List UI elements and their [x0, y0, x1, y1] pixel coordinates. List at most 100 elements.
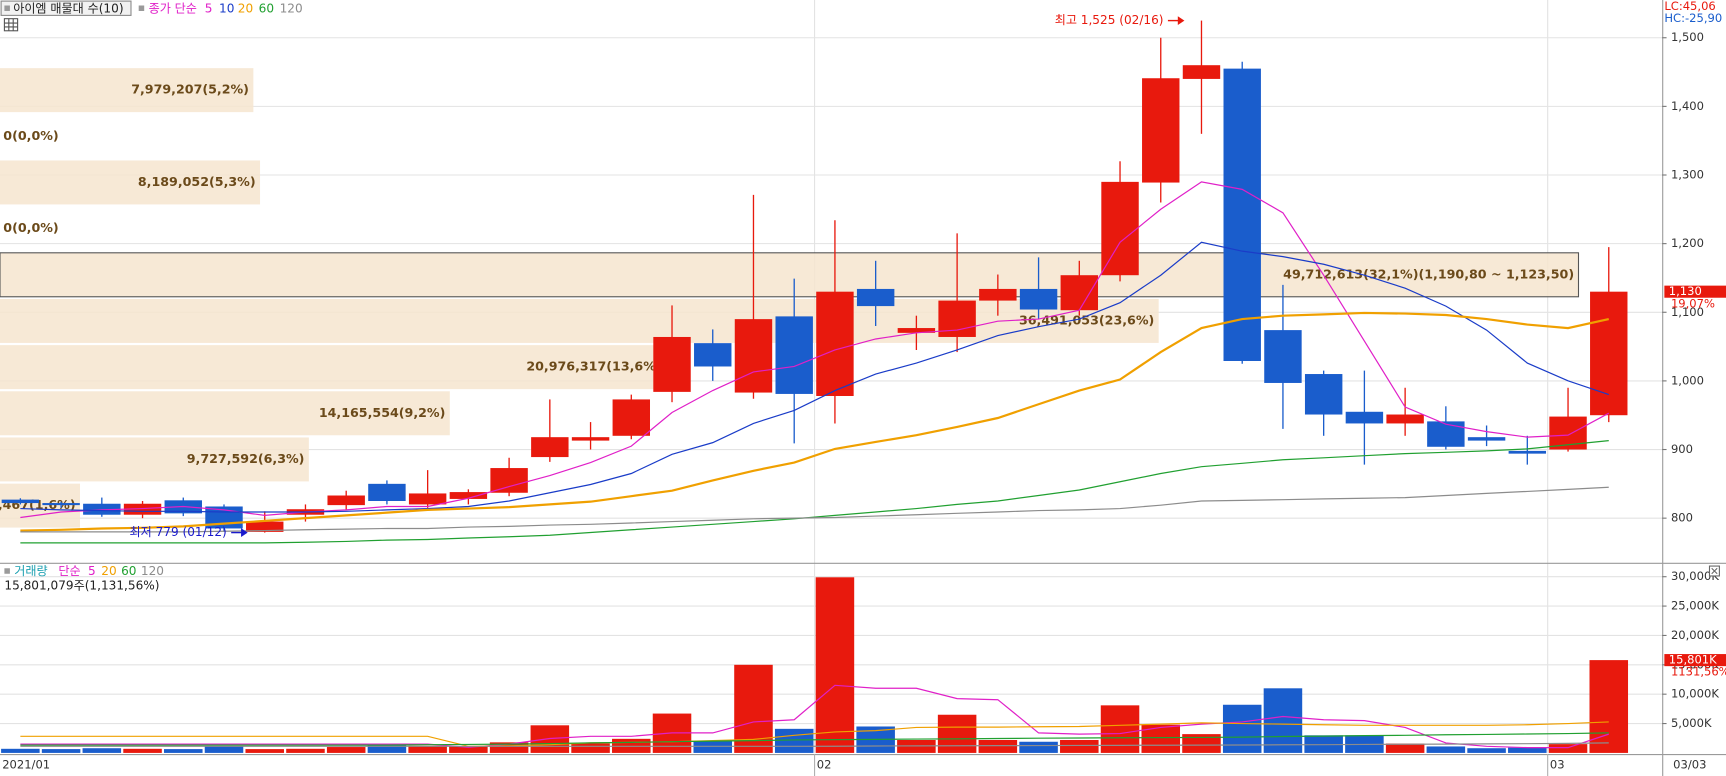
y-tick-label: 20,000K	[1671, 628, 1719, 642]
volume-bar	[286, 748, 325, 753]
ma-legend-label: 단순	[58, 564, 80, 578]
annotation-arrowhead	[1177, 16, 1185, 25]
legend-entry: 5	[205, 1, 213, 15]
candle-body	[897, 328, 936, 333]
grid-icon[interactable]	[3, 18, 19, 32]
candle-body	[123, 503, 162, 515]
annotation-arrowhead	[241, 528, 248, 537]
candle-body	[1467, 437, 1506, 441]
x-tick-label: 03	[1550, 758, 1565, 772]
ma-line	[20, 732, 1609, 746]
candle-body	[1101, 181, 1139, 276]
candle-body	[368, 483, 406, 501]
last-change-label: 19,07%	[1671, 296, 1715, 310]
y-tick-label: 900	[1671, 442, 1693, 456]
candle-body	[1427, 421, 1465, 447]
candle-body	[1386, 414, 1424, 424]
volume-profile-band	[0, 391, 450, 436]
volume-bar	[1508, 747, 1547, 753]
volume-profile-band	[0, 68, 254, 113]
y-tick-label: 25,000K	[1671, 599, 1719, 613]
candle-body	[856, 288, 895, 307]
last-value-tag	[1664, 285, 1726, 298]
candle-body	[531, 437, 569, 458]
volume-title: 거래량	[14, 564, 47, 578]
volume-profile-label: 36,491,053(23,6%)	[1019, 312, 1154, 327]
marks-layer	[1, 20, 1629, 753]
icon	[4, 5, 10, 11]
annotation: 최저 779 (01/12)	[129, 525, 226, 539]
ma-line	[20, 181, 1610, 519]
volume-profile-band	[0, 437, 309, 482]
volume-bar	[1060, 739, 1099, 753]
x-tick-label: 2021/01	[2, 758, 50, 772]
candle-body	[653, 336, 691, 392]
volume-bar	[245, 749, 284, 753]
candle-body	[775, 316, 813, 394]
y-tick-label: 1,000	[1671, 373, 1704, 387]
volume-profile-label: 20,976,317(13,6%)	[526, 359, 661, 374]
legend-entry: 5	[88, 564, 96, 578]
candle-body	[490, 468, 528, 493]
candle-body	[246, 521, 284, 532]
y-tick-label: 5,000K	[1671, 716, 1712, 730]
volume-bar	[1589, 660, 1629, 753]
volume-bar	[1385, 743, 1425, 753]
grid-icon-lines	[4, 18, 18, 31]
y-tick-label: 1,400	[1671, 99, 1704, 113]
candle-body	[1590, 291, 1628, 416]
right-axis-bg	[1662, 0, 1726, 776]
volume-profile-label: 7,979,207(5,2%)	[131, 82, 249, 97]
indicator: HC:-25,90	[1664, 11, 1722, 25]
volume-profile-label: 9,727,592(6,3%)	[187, 451, 305, 466]
volume-bar	[123, 748, 162, 753]
legend-entry: 60	[121, 564, 136, 578]
annotation: 최고 1,525 (02/16)	[1055, 13, 1164, 27]
y-tick-label: 1,100	[1671, 305, 1704, 319]
volume-bar	[693, 741, 733, 753]
volume-profile-band	[0, 345, 667, 390]
title-box	[0, 0, 132, 16]
volume-profile-layer: 7,979,207(5,2%) 0(0,0%) 8,189,052(5,3%) 0(0…	[0, 68, 1580, 528]
volume-bar	[1182, 734, 1221, 753]
candle-body	[408, 493, 447, 505]
candle-body	[1019, 288, 1058, 310]
x-tick-label: 02	[817, 758, 832, 772]
volume-bar	[408, 745, 447, 753]
ma-legend-label: 종가 단순	[149, 1, 197, 15]
volume-bar	[1467, 748, 1506, 753]
legend-entry: 20	[101, 564, 116, 578]
indicator: LC:45,06	[1664, 0, 1715, 13]
y-tick-label: 1,500	[1671, 30, 1704, 44]
y-tick-label: 30,000K	[1671, 569, 1719, 583]
last-value-tag	[1664, 654, 1726, 667]
candle-body	[612, 399, 651, 436]
volume-profile-label: 49,712,613(32,1%)(1,190,80 ~ 1,123,50)	[1283, 266, 1574, 281]
volume-bar	[82, 748, 122, 753]
volume-bar	[937, 714, 977, 753]
volume-bar	[1, 748, 40, 753]
volume-profile-band	[0, 160, 261, 205]
volume-bar	[774, 728, 814, 753]
y-tick-label: 1,300	[1671, 168, 1704, 182]
candle-body	[571, 437, 610, 441]
candle-body	[42, 503, 80, 506]
candle-body	[1508, 450, 1547, 454]
legend-entry: 120	[280, 1, 303, 15]
ma-line	[20, 742, 1609, 747]
y-tick-label: 1,200	[1671, 236, 1704, 250]
volume-bar	[41, 749, 81, 753]
legend-entry: 10	[219, 1, 234, 15]
x-last-date: 03/03	[1673, 758, 1706, 772]
ma-layer	[20, 181, 1610, 749]
candle-body	[1182, 65, 1221, 79]
volume-profile-label: 8,189,052(5,3%)	[138, 174, 256, 189]
last-value-label: 1,130	[1669, 284, 1702, 298]
y-tick-label: 800	[1671, 511, 1693, 525]
volume-profile-label: 14,165,554(9,2%)	[319, 405, 446, 420]
candle-body	[1223, 68, 1261, 361]
volume-bar	[204, 746, 244, 753]
volume-profile-band	[0, 298, 1159, 343]
